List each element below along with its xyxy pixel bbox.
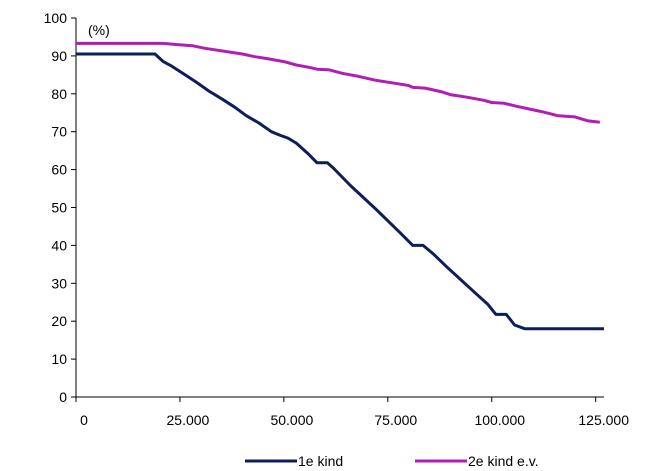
y-tick-label: 10 [51,351,67,367]
legend-label-2: 2e kind e.v. [468,453,539,469]
x-tick-label: 25.000 [167,412,210,428]
y-tick-label: 80 [51,86,67,102]
x-tick-label: 75.000 [374,412,417,428]
legend-label-1: 1e kind [298,453,343,469]
x-tick-label: 50.000 [270,412,313,428]
y-tick-label: 30 [51,275,67,291]
y-tick-label: 100 [44,10,68,26]
series-layer [76,41,604,331]
y-unit-label: (%) [88,22,110,38]
series-line-1 [76,52,604,331]
series-line-2 [76,41,600,124]
y-tick-label: 0 [59,389,67,405]
y-axis-ticks: 0 10 20 30 40 50 60 70 80 90 100 [44,10,76,405]
y-tick-label: 60 [51,162,67,178]
chart-legend: 1e kind 2e kind e.v. [245,453,539,469]
y-tick-label: 40 [51,237,67,253]
chart-axes: 0 10 20 30 40 50 60 70 80 90 100 0 25.000 50.000 75.0… [44,10,630,428]
y-tick-label: 70 [51,124,67,140]
y-tick-label: 50 [51,200,67,216]
y-tick-label: 20 [51,313,67,329]
y-tick-label: 90 [51,48,67,64]
x-tick-label: 100.000 [474,412,525,428]
x-tick-label: 125.000 [578,412,629,428]
x-axis-ticks: 0 25.000 50.000 75.000 100.000 125.000 [75,397,629,428]
x-tick-label: 0 [80,412,88,428]
